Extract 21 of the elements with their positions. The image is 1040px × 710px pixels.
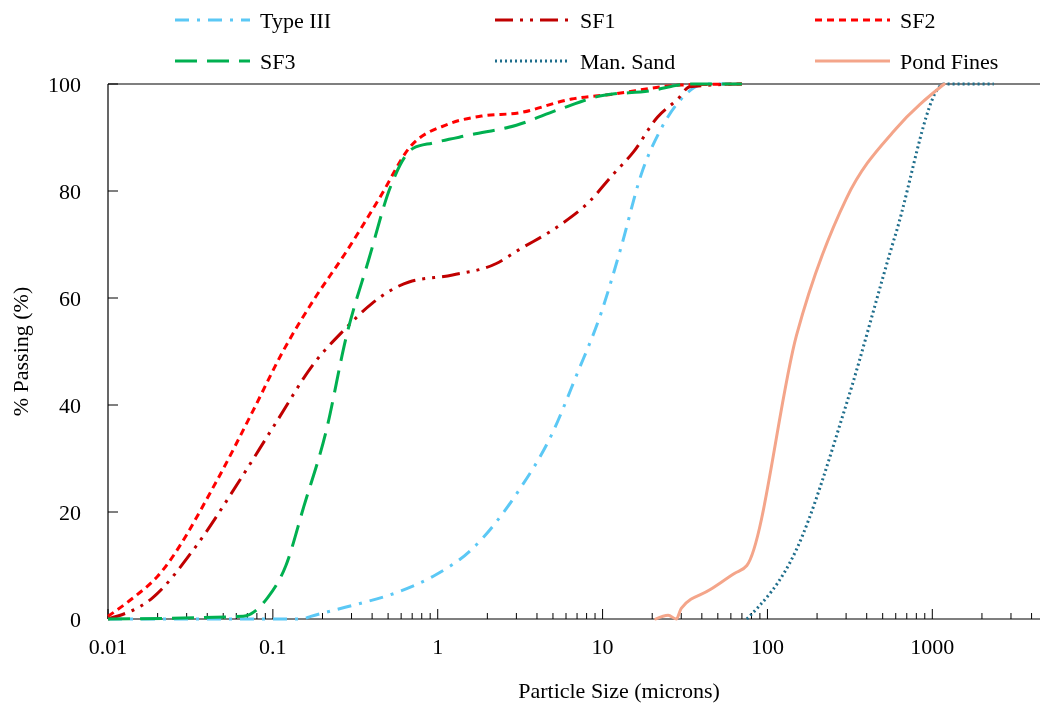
legend-label: SF2 [900,7,936,33]
legend-label: SF1 [580,7,616,33]
y-tick-label: 40 [59,392,81,418]
y-tick-label: 20 [59,499,81,525]
y-axis-title: % Passing (%) [8,286,33,417]
x-tick-label: 0.1 [259,634,287,659]
y-tick-label: 100 [48,71,81,97]
x-tick-label: 1000 [910,634,955,659]
y-tick-label: 80 [59,178,81,204]
y-tick-label: 60 [59,285,81,311]
y-tick-label: 0 [70,606,81,632]
line-series [745,82,996,621]
x-axis-title: Particle Size (microns) [518,678,720,703]
x-tick-label: 0.01 [88,634,128,659]
legend-label: SF3 [260,48,296,74]
legend-label: Man. Sand [580,48,676,74]
x-tick-label: 10 [591,634,614,659]
x-tick-label: 1 [432,634,444,659]
x-tick-label: 100 [750,634,784,659]
legend-label: Type III [260,7,332,33]
legend-label: Pond Fines [900,48,999,74]
